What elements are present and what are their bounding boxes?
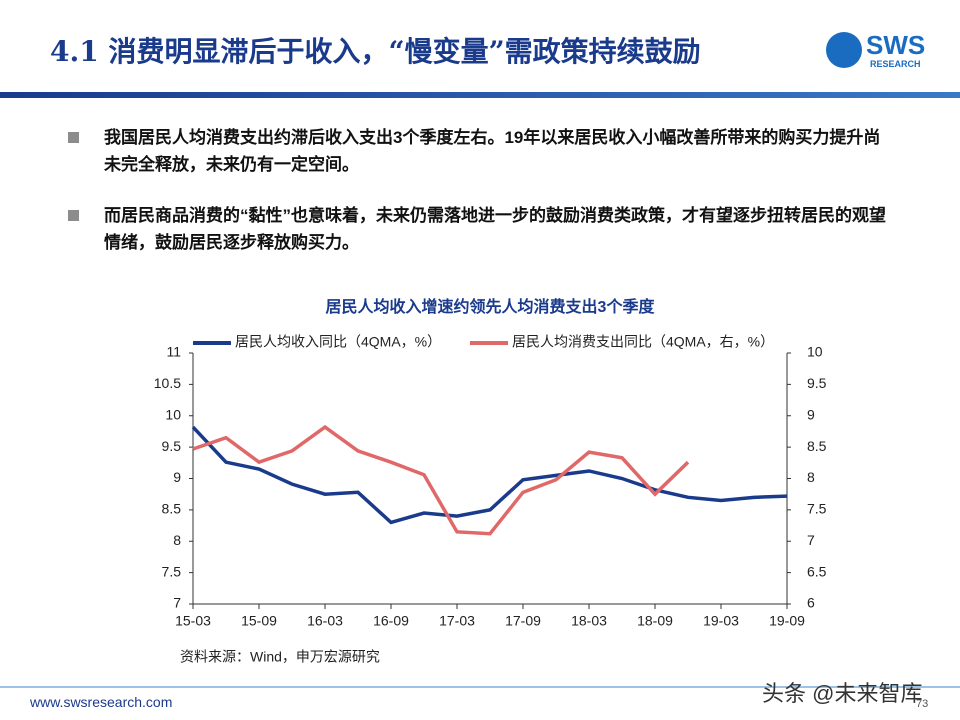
slide-title: 4.1 消费明显滞后于收入，“慢变量”需政策持续鼓励 <box>50 35 701 68</box>
x-tick-label: 15-09 <box>241 613 277 629</box>
y2-tick-label: 6.5 <box>807 563 827 579</box>
y-tick-label: 9 <box>173 469 181 485</box>
y2-tick-label: 9.5 <box>807 375 827 391</box>
x-tick-label: 19-09 <box>769 613 805 629</box>
y2-tick-label: 6 <box>807 595 815 611</box>
bullet-text: 我国居民人均消费支出约滞后收入支出3个季度左右。19年以来居民收入小幅改善所带来… <box>104 128 881 174</box>
y2-tick-label: 7 <box>807 532 815 548</box>
footer-line <box>0 686 960 688</box>
logo-mark <box>826 32 862 68</box>
y-tick-label: 10.5 <box>154 375 181 391</box>
bullet-icon <box>68 210 79 221</box>
page-number: 73 <box>916 698 929 710</box>
x-tick-label: 17-09 <box>505 613 541 629</box>
y2-tick-label: 9 <box>807 406 815 422</box>
footer-url: www.swsresearch.com <box>30 694 173 710</box>
bullet-icon <box>68 132 79 143</box>
title-bar <box>0 92 960 98</box>
y-tick-label: 10 <box>165 406 181 422</box>
x-tick-label: 16-09 <box>373 613 409 629</box>
y-tick-label: 7 <box>173 595 181 611</box>
legend-label: 居民人均消费支出同比（4QMA，右，%） <box>512 334 774 350</box>
x-tick-label: 16-03 <box>307 613 343 629</box>
series-line <box>192 424 690 536</box>
logo-text: SWS <box>866 30 926 60</box>
series-line <box>191 425 788 525</box>
y-tick-label: 9.5 <box>162 438 182 454</box>
bullet-text: 而居民商品消费的“黏性”也意味着，未来仍需落地进一步的鼓励消费类政策，才有望逐步… <box>104 206 886 252</box>
y2-tick-label: 8 <box>807 469 815 485</box>
x-tick-label: 17-03 <box>439 613 475 629</box>
x-tick-label: 18-09 <box>637 613 673 629</box>
y-tick-label: 8.5 <box>162 501 182 517</box>
source-note: 资料来源：Wind，申万宏源研究 <box>180 649 380 665</box>
y2-tick-label: 7.5 <box>807 501 827 517</box>
y-tick-label: 7.5 <box>162 563 182 579</box>
logo-sub: RESEARCH <box>870 59 921 69</box>
watermark: 头条 @未来智库 <box>762 681 923 706</box>
x-tick-label: 19-03 <box>703 613 739 629</box>
y2-tick-label: 8.5 <box>807 438 827 454</box>
y2-tick-label: 10 <box>807 344 823 360</box>
x-tick-label: 15-03 <box>175 613 211 629</box>
legend-label: 居民人均收入同比（4QMA，%） <box>235 334 441 350</box>
x-tick-label: 18-03 <box>571 613 607 629</box>
chart-title: 居民人均收入增速约领先人均消费支出3个季度 <box>326 297 656 316</box>
y-tick-label: 11 <box>166 344 181 360</box>
y-tick-label: 8 <box>173 532 181 548</box>
